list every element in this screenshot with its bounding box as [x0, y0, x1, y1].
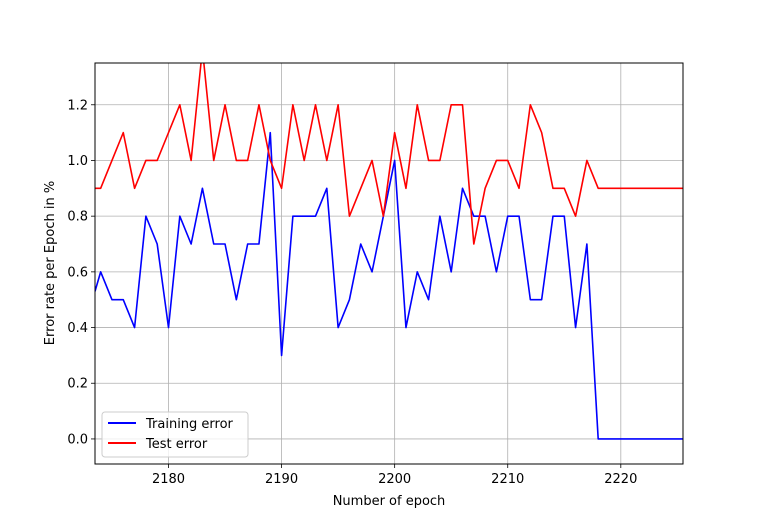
plot-frame	[94, 62, 684, 465]
y-tick-label: 0.8	[67, 210, 88, 225]
x-tick-label: 2220	[604, 472, 637, 487]
x-tick-label: 2180	[152, 472, 185, 487]
y-tick-label: 0.6	[67, 265, 88, 280]
legend-box	[101, 411, 249, 458]
y-tick-label: 1.2	[67, 98, 88, 113]
y-tick-label: 0.4	[67, 321, 88, 336]
series-line-training	[95, 131, 683, 440]
series-line-test	[95, 63, 683, 245]
legend: Training error Test error	[101, 411, 249, 458]
y-tick-label: 0.2	[67, 377, 88, 392]
ticks: 2180 2190 2200 2210 2220 0.0 0.2 0.4 0.6 0.8 1.0 1.…	[67, 98, 637, 487]
x-axis-label: Number of epoch	[333, 494, 446, 509]
x-tick-label: 2190	[265, 472, 298, 487]
y-tick-label: 1.0	[67, 154, 88, 169]
legend-label-test: Test error	[145, 437, 208, 452]
series-layer	[95, 63, 683, 440]
legend-label-training: Training error	[145, 417, 234, 432]
y-axis-label: Error rate per Epoch in %	[43, 181, 58, 345]
grid	[95, 63, 683, 464]
x-tick-label: 2210	[491, 472, 524, 487]
x-tick-label: 2200	[378, 472, 411, 487]
y-tick-label: 0.0	[67, 432, 88, 447]
